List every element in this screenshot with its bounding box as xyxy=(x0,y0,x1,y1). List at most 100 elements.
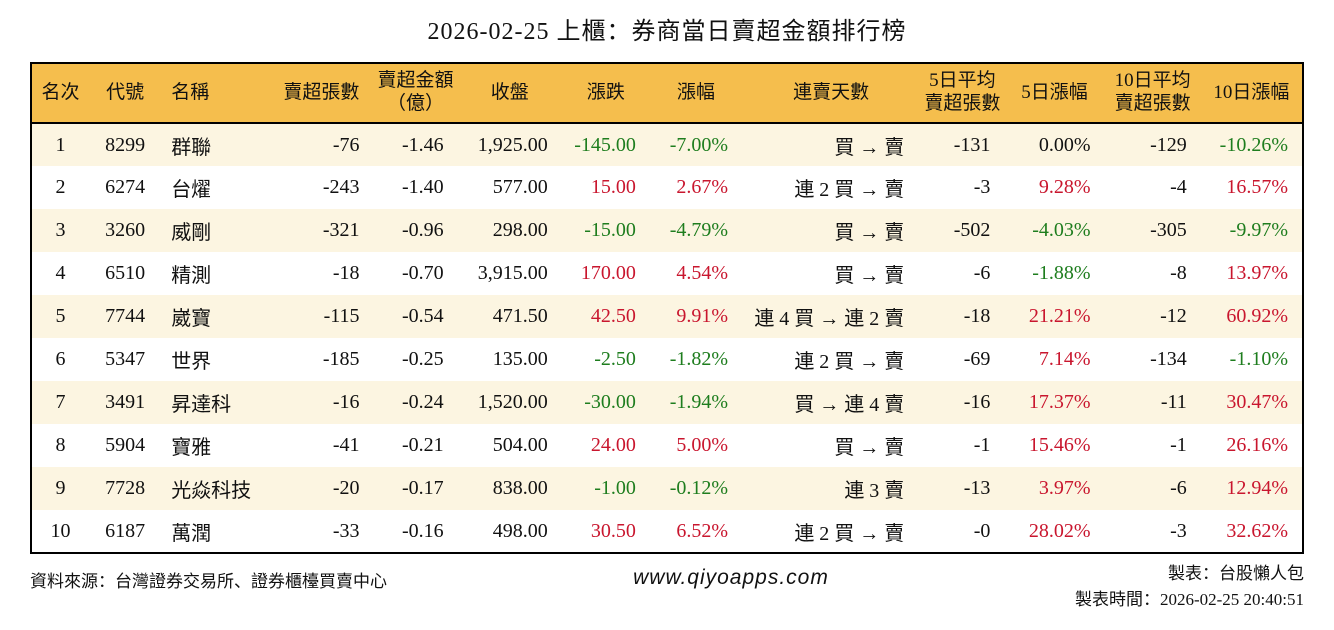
cell-pct5: 21.21% xyxy=(1028,305,1091,327)
cell-change: -1.00 xyxy=(594,477,636,499)
cell-sold-lots: -41 xyxy=(332,434,360,456)
cell-code: 6510 xyxy=(105,262,146,284)
cell-sold-lots: -243 xyxy=(322,176,360,198)
cell-avg5-lots: -13 xyxy=(963,477,991,499)
table-row: 6 5347 世界 -185 -0.25 135.00 -2.50 -1.82% 連 2 買 →… xyxy=(31,338,1303,381)
cell-pct10: 30.47% xyxy=(1226,391,1288,413)
cell-sold-lots: -321 xyxy=(322,219,360,241)
table-row: 7 3491 昇達科 -16 -0.24 1,520.00 -30.00 -1.94% 買 → … xyxy=(31,381,1303,424)
cell-sold-lots: -185 xyxy=(322,348,360,370)
author-note: 製表：台股懶人包 xyxy=(1168,564,1304,583)
table-row: 3 3260 威剛 -321 -0.96 298.00 -15.00 -4.79% 買 → 賣 -… xyxy=(31,209,1303,252)
credits-block: 製表：台股懶人包 製表時間：2026-02-25 20:40:51 xyxy=(1075,561,1304,614)
table-row: 4 6510 精測 -18 -0.70 3,915.00 170.00 4.54% 買 → 賣 -… xyxy=(31,252,1303,295)
cell-avg5-lots: -0 xyxy=(973,519,991,542)
cell-pct10: 32.62% xyxy=(1226,519,1288,542)
cell-name: 群聯 xyxy=(171,136,212,159)
cell-change-pct: 9.91% xyxy=(676,305,729,327)
cell-sold-amount: -1.46 xyxy=(401,133,444,156)
col-header-code: 代號 xyxy=(89,63,162,124)
cell-name: 崴寶 xyxy=(171,308,212,330)
cell-rank: 2 xyxy=(55,176,66,198)
cell-sold-amount: -0.96 xyxy=(401,219,444,241)
cell-streak: 買 → 賣 xyxy=(834,265,905,287)
cell-pct10: -1.10% xyxy=(1229,348,1288,370)
table-row: 5 7744 崴寶 -115 -0.54 471.50 42.50 9.91% 連 4 買 → … xyxy=(31,295,1303,338)
cell-pct5: 15.46% xyxy=(1028,434,1091,456)
cell-avg10-lots: -8 xyxy=(1170,262,1187,284)
table-body: 1 8299 群聯 -76 -1.46 1,925.00 -145.00 -7.00% 買 → … xyxy=(31,123,1303,553)
table-row: 1 8299 群聯 -76 -1.46 1,925.00 -145.00 -7.00% 買 → … xyxy=(31,123,1303,166)
cell-code: 3491 xyxy=(105,391,146,413)
cell-avg5-lots: -131 xyxy=(953,133,991,156)
cell-code: 3260 xyxy=(105,219,146,241)
cell-change-pct: 2.67% xyxy=(676,176,729,198)
cell-avg10-lots: -3 xyxy=(1170,519,1187,542)
cell-avg5-lots: -16 xyxy=(963,391,991,413)
cell-name: 寶雅 xyxy=(171,437,212,459)
cell-pct5: -4.03% xyxy=(1032,219,1091,241)
cell-streak: 連 3 賣 xyxy=(844,480,905,502)
cell-pct5: 17.37% xyxy=(1028,391,1091,413)
col-header-name: 名稱 xyxy=(161,63,270,124)
cell-sold-amount: -0.16 xyxy=(401,519,444,542)
cell-avg10-lots: -4 xyxy=(1170,176,1187,198)
data-source-note: 資料來源：台灣證券交易所、證券櫃檯買賣中心 xyxy=(30,572,387,591)
cell-name: 威剛 xyxy=(171,222,212,244)
cell-sold-amount: -0.24 xyxy=(401,391,444,413)
col-header-pct5: 5日漲幅 xyxy=(1004,63,1105,124)
cell-change-pct: 6.52% xyxy=(676,519,729,542)
cell-avg10-lots: -1 xyxy=(1170,434,1187,456)
cell-sold-amount: -0.17 xyxy=(401,477,444,499)
cell-rank: 5 xyxy=(55,305,66,327)
cell-pct5: 9.28% xyxy=(1038,176,1091,198)
col-header-pct10: 10日漲幅 xyxy=(1200,63,1303,124)
website-url: www.qiyoapps.com xyxy=(633,566,829,589)
cell-pct10: 60.92% xyxy=(1226,305,1288,327)
cell-rank: 9 xyxy=(55,477,66,499)
cell-streak: 連 2 買 → 賣 xyxy=(794,351,905,373)
cell-avg5-lots: -6 xyxy=(973,262,991,284)
report-page: 2026-02-25 上櫃：券商當日賣超金額排行榜 名次 代號 名稱 賣超張數 … xyxy=(0,18,1334,630)
cell-close: 498.00 xyxy=(492,519,548,542)
cell-name: 台燿 xyxy=(171,179,212,201)
col-header-change: 漲跌 xyxy=(561,63,650,124)
cell-sold-amount: -0.70 xyxy=(401,262,444,284)
cell-name: 光焱科技 xyxy=(171,480,252,502)
cell-avg5-lots: -18 xyxy=(963,305,991,327)
cell-change: 170.00 xyxy=(580,262,636,284)
cell-avg10-lots: -11 xyxy=(1160,391,1187,413)
cell-streak: 買 → 賣 xyxy=(834,437,905,459)
cell-streak: 買 → 賣 xyxy=(834,136,905,159)
cell-code: 5904 xyxy=(105,434,146,456)
table-row: 2 6274 台燿 -243 -1.40 577.00 15.00 2.67% 連 2 買 → … xyxy=(31,166,1303,209)
cell-streak: 買 → 連 4 賣 xyxy=(794,394,905,416)
table-row: 8 5904 寶雅 -41 -0.21 504.00 24.00 5.00% 買 → 賣 -1 15… xyxy=(31,424,1303,467)
generated-time: 製表時間：2026-02-25 20:40:51 xyxy=(1074,590,1304,610)
cell-close: 504.00 xyxy=(492,434,548,456)
cell-close: 838.00 xyxy=(492,477,548,499)
cell-close: 135.00 xyxy=(492,348,548,370)
cell-pct5: 3.97% xyxy=(1038,477,1091,499)
cell-avg10-lots: -129 xyxy=(1150,133,1187,156)
cell-code: 6274 xyxy=(105,176,146,198)
cell-sold-lots: -76 xyxy=(332,133,360,156)
cell-change: -15.00 xyxy=(584,219,636,241)
cell-rank: 10 xyxy=(50,519,71,542)
cell-sold-lots: -33 xyxy=(332,519,360,542)
cell-change: 30.50 xyxy=(590,519,636,542)
cell-change: 24.00 xyxy=(590,434,636,456)
cell-close: 298.00 xyxy=(492,219,548,241)
cell-avg5-lots: -502 xyxy=(953,219,991,241)
cell-sold-lots: -20 xyxy=(332,477,360,499)
cell-sold-amount: -0.25 xyxy=(401,348,444,370)
cell-close: 577.00 xyxy=(492,176,548,198)
cell-avg10-lots: -12 xyxy=(1160,305,1187,327)
cell-rank: 3 xyxy=(55,219,66,241)
cell-streak: 連 4 買 → 連 2 賣 xyxy=(754,308,905,330)
cell-change: -145.00 xyxy=(574,133,636,156)
cell-sold-lots: -16 xyxy=(332,391,360,413)
cell-avg10-lots: -134 xyxy=(1150,348,1187,370)
cell-change-pct: -1.94% xyxy=(669,391,729,413)
cell-rank: 1 xyxy=(55,133,66,156)
